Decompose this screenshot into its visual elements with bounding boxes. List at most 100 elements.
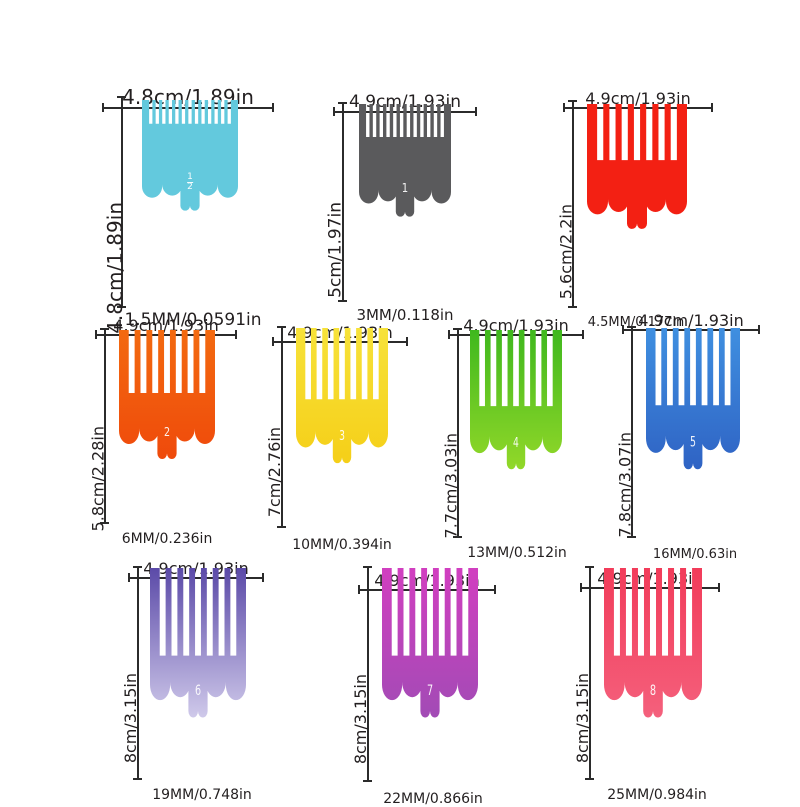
height-tick-top xyxy=(453,328,462,330)
width-dimension-bar xyxy=(448,330,584,339)
height-tick-top xyxy=(627,326,636,328)
cut-length-label: 10MM/0.394in xyxy=(292,537,392,553)
cut-length-label: 16MM/0.63in xyxy=(652,547,738,562)
comb-graphic-comb-5: 5 xyxy=(646,328,740,470)
width-tick-left xyxy=(448,330,450,339)
height-dimension-bar xyxy=(568,100,577,308)
comb-body xyxy=(587,104,687,229)
height-tick-bottom xyxy=(133,778,142,780)
height-dimension: 8cm/3.15in xyxy=(564,566,594,780)
height-dimension: 7.8cm/3.07in xyxy=(606,326,636,538)
comb-size-number: 3 xyxy=(339,427,345,443)
height-dimension: 5.6cm/2.2in xyxy=(547,100,577,308)
height-tick-bottom xyxy=(117,306,126,308)
height-dimension-label: 8cm/3.15in xyxy=(121,673,140,764)
height-dimension-bar xyxy=(363,566,372,782)
height-dimension: 5.8cm/2.28in xyxy=(79,328,109,531)
height-dimension-label: 8cm/3.15in xyxy=(573,673,592,764)
height-tick-bottom xyxy=(453,536,462,538)
width-tick-left xyxy=(272,337,274,346)
width-dimension-bar xyxy=(128,573,264,582)
width-dimension: 4.9cm/1.93in xyxy=(622,300,760,334)
width-dimension-label: 4.9cm/1.93in xyxy=(585,89,691,108)
height-dimension: 8cm/3.15in xyxy=(112,566,142,780)
width-dimension-bar xyxy=(272,337,408,346)
width-dimension-bar xyxy=(563,103,713,112)
comb-graphic-comb-8: 8 xyxy=(604,568,702,718)
comb-item-comb-8: 4.9cm/1.93in 8cm/3.15in 8 25MM/0.984in xyxy=(573,530,780,802)
comb-size-number: 1 xyxy=(402,181,408,195)
comb-body xyxy=(296,328,388,464)
comb-item-comb-1-5: 4.9cm/1.93in 5.6cm/2.2in 4.5MM/0.177in xyxy=(556,60,763,329)
cut-length-label: 1.5MM/0.0591in xyxy=(124,310,262,330)
width-tick-right xyxy=(406,337,408,346)
fraction-denominator: 2 xyxy=(187,181,193,192)
width-dimension-label: 4.9cm/1.93in xyxy=(638,311,744,330)
width-tick-right xyxy=(718,583,720,592)
height-dimension-label: 7.7cm/3.03in xyxy=(441,433,460,539)
width-dimension-bar xyxy=(580,583,720,592)
height-dimension: 4.8cm/1.89in xyxy=(96,96,127,334)
height-dimension-bar xyxy=(277,326,286,528)
comb-size-number: 8 xyxy=(650,681,656,699)
height-tick-top xyxy=(133,566,142,568)
width-tick-right xyxy=(235,330,237,339)
height-dimension-label: 7cm/2.76in xyxy=(265,427,284,518)
comb-item-comb-4: 4.9cm/1.93in 7.7cm/3.03in 4 13MM/0.512in xyxy=(441,290,648,560)
height-dimension-label: 8cm/3.15in xyxy=(351,674,370,765)
comb-size-number: 6 xyxy=(195,682,201,699)
height-tick-bottom xyxy=(277,526,286,528)
height-dimension-bar xyxy=(627,326,636,538)
comb-size-number: 4 xyxy=(513,434,519,450)
height-tick-top xyxy=(338,102,347,104)
height-dimension-bar xyxy=(338,102,347,302)
width-tick-right xyxy=(711,103,713,112)
cut-length-label: 6MM/0.236in xyxy=(121,531,213,547)
comb-body xyxy=(646,328,740,470)
height-tick-top xyxy=(568,100,577,102)
height-tick-bottom xyxy=(568,306,577,308)
comb-graphic-comb-6: 6 xyxy=(150,568,246,718)
height-dimension: 5cm/1.97in xyxy=(317,102,347,302)
width-tick-left xyxy=(128,573,130,582)
height-dimension: 8cm/3.15in xyxy=(342,566,372,782)
width-tick-right xyxy=(582,330,584,339)
width-tick-left xyxy=(622,325,624,334)
height-tick-top xyxy=(585,566,594,568)
width-tick-right xyxy=(494,585,496,594)
height-tick-bottom xyxy=(585,778,594,780)
comb-body xyxy=(150,568,246,718)
comb-body xyxy=(119,330,215,460)
comb-graphic-comb-3: 3 xyxy=(296,328,388,464)
comb-item-comb-half: 4.8cm/1.89in 4.8cm/1.89in 1 2 1.5MM/0.0591in xyxy=(102,60,302,334)
height-tick-bottom xyxy=(363,780,372,782)
width-tick-left xyxy=(580,583,582,592)
comb-body xyxy=(142,100,238,211)
comb-size-number: 5 xyxy=(690,434,696,450)
height-dimension-label: 5cm/1.97in xyxy=(325,202,346,298)
cut-length-label: 22MM/0.866in xyxy=(383,791,483,807)
height-tick-top xyxy=(117,96,126,98)
height-dimension-label: 5.8cm/2.28in xyxy=(88,426,107,532)
width-dimension-label: 4.9cm/1.93in xyxy=(463,316,569,335)
comb-item-comb-6: 4.9cm/1.93in 8cm/3.15in 6 19MM/0.748in xyxy=(121,530,328,802)
width-dimension-bar xyxy=(95,330,237,339)
height-dimension: 7cm/2.76in xyxy=(256,326,286,528)
comb-graphic-comb-1: 1 xyxy=(359,104,451,217)
height-dimension-label: 7.8cm/3.07in xyxy=(615,432,634,538)
width-tick-left xyxy=(95,330,97,339)
height-tick-top xyxy=(363,566,372,568)
width-tick-right xyxy=(272,103,274,112)
height-dimension-bar xyxy=(585,566,594,780)
comb-item-comb-5: 4.9cm/1.93in 7.8cm/3.07in 5 16MM/0.63in xyxy=(615,290,800,561)
comb-body xyxy=(604,568,702,718)
width-tick-right xyxy=(758,325,760,334)
comb-body xyxy=(470,330,562,470)
comb-size-number: 7 xyxy=(427,682,433,699)
fraction-numerator: 1 xyxy=(187,172,193,183)
height-dimension-bar xyxy=(117,96,126,308)
